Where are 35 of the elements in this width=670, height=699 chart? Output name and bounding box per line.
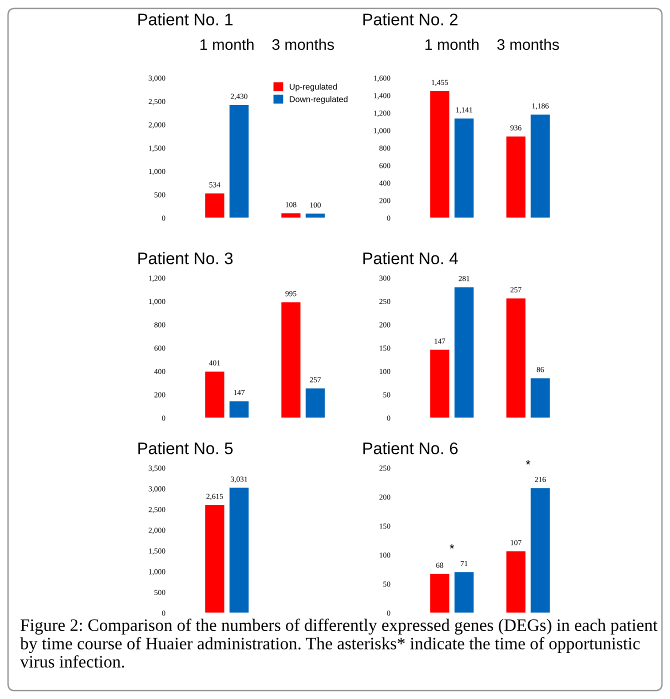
chart-title: Patient No. 1 bbox=[138, 13, 233, 26]
text: * bbox=[526, 460, 530, 465]
bar bbox=[228, 400, 250, 418]
bar bbox=[454, 571, 474, 613]
bar bbox=[429, 573, 450, 613]
x-tick-label: 1 month bbox=[200, 38, 254, 50]
bar bbox=[454, 286, 474, 418]
legend-label: Down-regulated bbox=[290, 96, 348, 104]
bar bbox=[305, 388, 326, 418]
chart-title: Patient No. 6 bbox=[363, 442, 458, 454]
bar bbox=[204, 192, 225, 218]
bar bbox=[530, 487, 551, 613]
bar bbox=[228, 104, 250, 218]
annotation: * bbox=[450, 544, 454, 549]
bar bbox=[204, 370, 225, 418]
bar bbox=[530, 114, 551, 218]
bar bbox=[429, 349, 450, 418]
bar bbox=[280, 212, 302, 218]
bar bbox=[506, 550, 526, 613]
x-tick-label: 3 months bbox=[497, 38, 559, 50]
bar bbox=[429, 90, 450, 218]
x-tick-label: 3 months bbox=[272, 38, 334, 50]
caption: Figure 2: Comparison of the numbers of differently expressed genes (DEGs) in each patient by time course of Huaier administration. The asterisks* indicate the time of opportunistic virus infection. bbox=[20, 618, 658, 668]
bar bbox=[506, 298, 526, 418]
bar bbox=[506, 136, 526, 218]
bar bbox=[305, 212, 326, 218]
chart-title: Patient No. 2 bbox=[363, 13, 458, 26]
chart-title: Patient No. 3 bbox=[138, 252, 233, 264]
bar bbox=[454, 118, 474, 218]
legend-label: Up-regulated bbox=[290, 84, 337, 92]
x-tick-label: 1 month bbox=[425, 38, 479, 50]
chart-title: Patient No. 4 bbox=[363, 252, 458, 264]
chart-title: Patient No. 5 bbox=[138, 442, 233, 454]
bar bbox=[530, 378, 551, 418]
bar bbox=[280, 302, 302, 418]
